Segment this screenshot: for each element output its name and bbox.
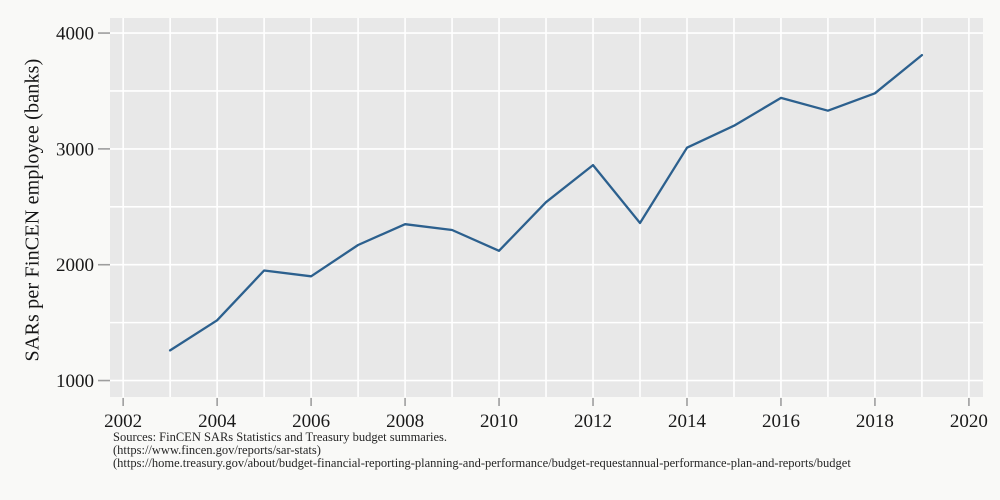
y-tick-label: 4000 [56,24,94,45]
source-line-3: (https://home.treasury.gov/about/budget-… [113,456,851,471]
x-tick-label: 2018 [856,411,894,432]
x-tick-label: 2006 [292,411,330,432]
x-tick-label: 2016 [762,411,800,432]
x-tick-label: 2012 [574,411,612,432]
x-tick-label: 2014 [668,411,707,432]
x-tick-label: 2002 [104,411,142,432]
source-note: Sources: FinCEN SARs Statistics and Trea… [113,431,1000,471]
data-line-sars-per-employee [168,53,924,352]
y-tick-label: 3000 [56,139,94,160]
y-tick-label: 2000 [56,255,94,276]
y-tick-label: 1000 [56,371,94,392]
source-line-1: Sources: FinCEN SARs Statistics and Trea… [113,431,448,444]
x-tick-label: 2020 [950,411,988,432]
x-tick-label: 2008 [386,411,424,432]
y-axis-label: SARs per FinCEN employee (banks) [21,58,44,362]
x-tick-label: 2010 [480,411,518,432]
x-tick-label: 2004 [198,411,237,432]
source-line-2: (https://www.fincen.gov/reports/sar-stat… [113,443,321,458]
